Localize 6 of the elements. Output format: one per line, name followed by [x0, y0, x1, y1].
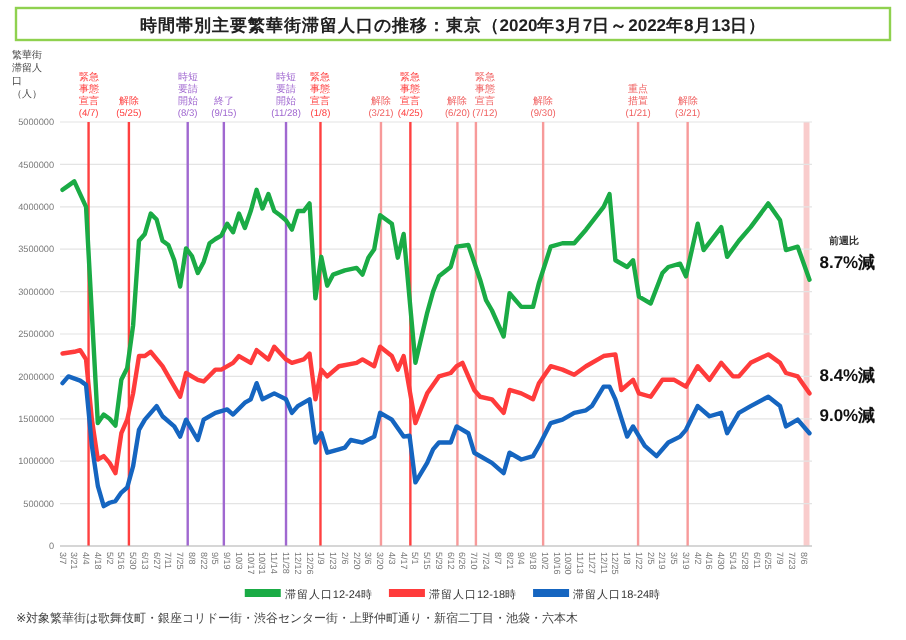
line-series [60, 179, 812, 428]
line-series [60, 374, 812, 509]
annotation: 8.4%減 [819, 365, 877, 386]
annotation: 9.0%減 [819, 405, 877, 426]
annotation: 8.7%減 [819, 251, 877, 272]
chart-title: 時間帯別主要繁華街滞留人口の推移：東京（2020年3月7日～2022年8月13日） [139, 15, 767, 35]
